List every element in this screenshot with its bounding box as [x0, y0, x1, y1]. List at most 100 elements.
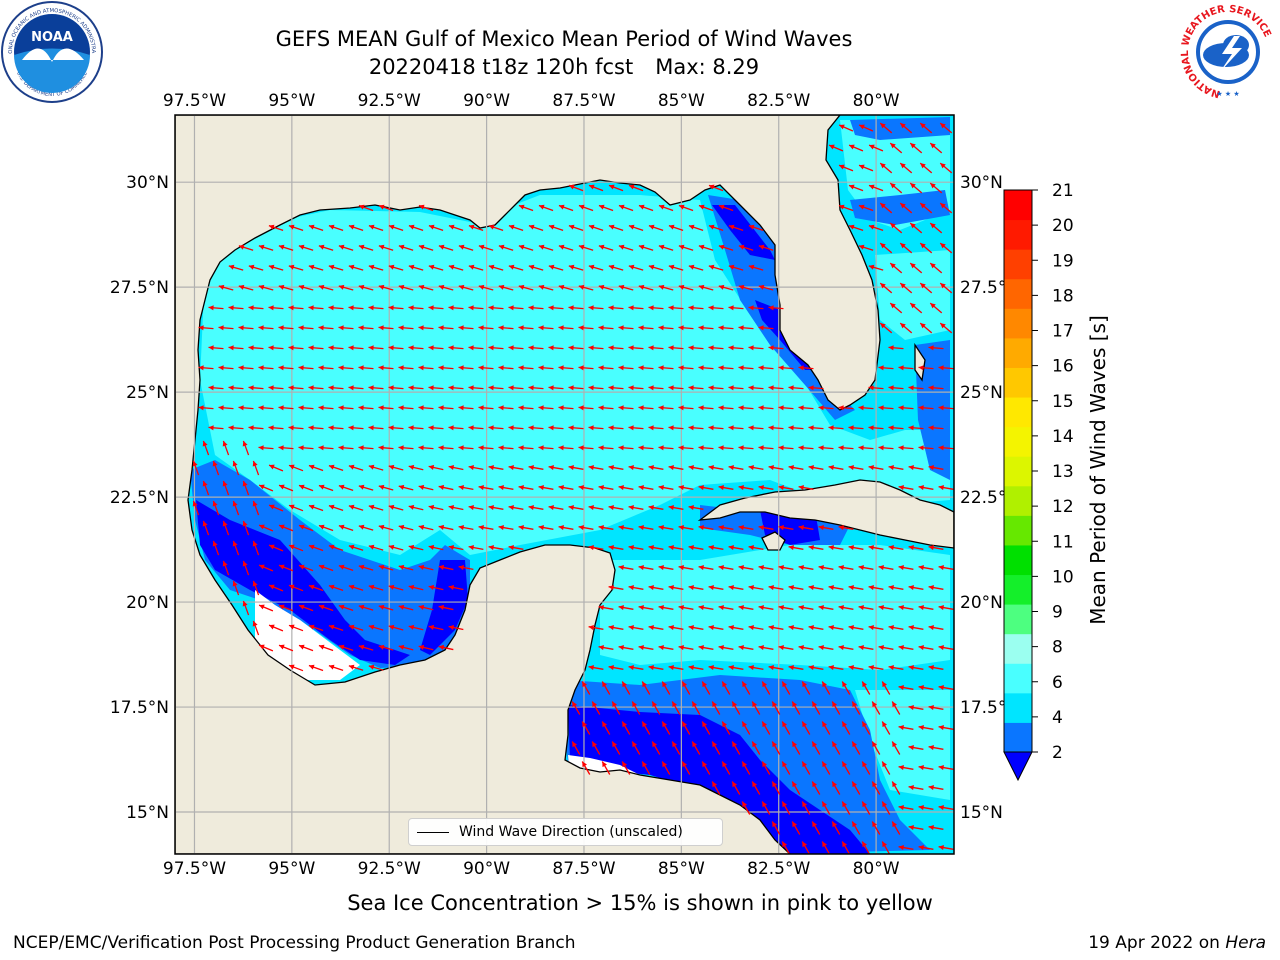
wind-arrow — [691, 741, 701, 755]
wind-arrow — [328, 584, 344, 592]
wind-arrow — [748, 425, 764, 431]
wind-arrow — [578, 445, 594, 451]
wind-arrow — [568, 224, 584, 232]
wind-arrow — [581, 721, 591, 735]
wind-arrow — [848, 425, 864, 431]
wind-arrow — [801, 761, 811, 775]
wind-arrow — [368, 264, 384, 271]
wind-arrow — [418, 445, 434, 451]
wind-arrow — [861, 761, 871, 775]
wind-arrow — [378, 644, 394, 651]
wind-arrow — [488, 505, 504, 511]
wind-arrow — [898, 485, 914, 491]
legend-line-swatch — [417, 831, 449, 833]
colorbar-bin — [1004, 633, 1032, 664]
wind-arrow — [848, 665, 864, 671]
wind-arrow — [889, 142, 903, 154]
wind-arrow — [328, 464, 344, 472]
wind-arrow — [348, 345, 364, 351]
colorbar-bin — [1004, 367, 1032, 398]
lat-label-left: 25°N — [126, 383, 169, 403]
colorbar-tick-label: 17 — [1052, 322, 1074, 342]
wind-arrow — [601, 681, 611, 695]
wind-arrow — [258, 445, 274, 451]
wind-arrow — [528, 385, 544, 391]
wind-arrow — [598, 365, 614, 371]
wind-arrow — [661, 721, 671, 735]
wind-arrow — [438, 244, 454, 251]
colorbar-tick-label: 12 — [1052, 497, 1074, 517]
wind-arrow — [398, 405, 414, 411]
wind-arrow — [718, 284, 734, 291]
wind-arrow — [278, 365, 294, 371]
wind-arrow — [588, 665, 604, 671]
colorbar-bin — [1004, 308, 1032, 339]
wind-arrow — [568, 425, 584, 431]
wind-arrow — [598, 204, 614, 212]
wind-arrow — [638, 445, 654, 451]
wind-arrow — [801, 681, 811, 695]
wind-arrow — [788, 465, 804, 471]
wind-arrow — [928, 585, 944, 591]
colorbar-tick-label: 16 — [1052, 357, 1074, 377]
wind-arrow — [791, 821, 801, 835]
wind-arrow — [658, 244, 674, 251]
wind-arrow — [908, 825, 924, 831]
wind-arrow — [298, 284, 314, 291]
wind-arrow — [738, 445, 754, 451]
wind-arrow — [638, 605, 654, 611]
wind-arrow — [898, 725, 914, 731]
wind-arrow — [202, 440, 210, 456]
wind-arrow — [348, 264, 364, 271]
wind-arrow — [681, 721, 691, 735]
wind-arrow — [728, 585, 744, 591]
colorbar-bin — [1004, 515, 1032, 546]
wind-arrow — [608, 465, 624, 471]
wind-arrow — [899, 162, 913, 174]
wind-arrow — [328, 345, 344, 351]
wind-arrow — [618, 445, 634, 451]
wind-arrow — [368, 544, 384, 551]
wind-arrow — [438, 484, 454, 491]
wind-arrow — [838, 405, 854, 411]
wind-arrow — [478, 405, 494, 411]
wind-arrow — [232, 500, 240, 516]
wind-arrow — [751, 781, 761, 795]
wind-arrow — [888, 665, 904, 671]
footer-credit: NCEP/EMC/Verification Post Processing Pr… — [13, 933, 576, 953]
wind-arrow — [268, 624, 284, 632]
wind-arrow — [468, 504, 484, 511]
longitude-labels-bottom: 97.5°W 95°W 92.5°W 90°W 87.5°W 85°W 82.5°W 80°W — [163, 859, 900, 879]
wind-arrow — [288, 345, 304, 351]
wind-arrow — [908, 385, 924, 391]
wind-arrow — [628, 385, 644, 391]
wind-arrow — [308, 624, 324, 632]
wind-arrow — [598, 525, 614, 531]
wind-arrow — [938, 685, 954, 691]
wind-arrow — [328, 264, 344, 271]
wind-arrow — [258, 244, 274, 251]
wind-arrow — [368, 584, 384, 591]
wind-arrow — [758, 605, 774, 611]
colorbar-tick-label: 10 — [1052, 567, 1074, 587]
wind-arrow — [778, 485, 794, 491]
map-title: GEFS MEAN Gulf of Mexico Mean Period of … — [275, 27, 853, 51]
wind-arrow — [858, 645, 874, 651]
wind-arrow — [538, 405, 554, 411]
wind-arrow — [788, 545, 804, 551]
wind-arrow — [358, 204, 374, 212]
wind-arrow — [588, 505, 604, 511]
wind-arrow — [278, 644, 294, 652]
nws-logo: NATIONAL WEATHER SERVICE ★ ★ ★ — [1180, 4, 1276, 100]
wind-arrow — [918, 725, 934, 731]
wind-arrow — [508, 385, 524, 391]
wind-arrow — [658, 284, 674, 291]
wind-arrow — [238, 405, 254, 411]
wind-arrow — [878, 445, 894, 451]
wind-arrow — [648, 505, 664, 511]
wind-arrow — [232, 540, 240, 556]
wind-arrow — [728, 465, 744, 471]
wind-arrow — [909, 182, 923, 194]
wind-arrow — [468, 264, 484, 271]
wind-arrow — [698, 565, 714, 571]
